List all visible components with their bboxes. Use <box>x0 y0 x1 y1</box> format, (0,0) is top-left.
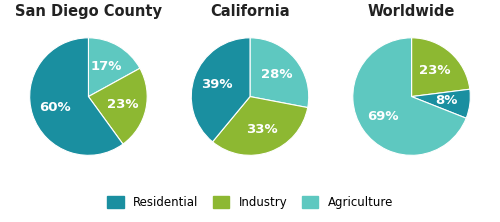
Text: 17%: 17% <box>90 60 122 73</box>
Title: San Diego County: San Diego County <box>15 4 162 19</box>
Text: 60%: 60% <box>39 101 70 114</box>
Text: 28%: 28% <box>262 68 293 81</box>
Wedge shape <box>250 38 308 108</box>
Wedge shape <box>412 38 470 97</box>
Text: 33%: 33% <box>246 123 278 136</box>
Wedge shape <box>88 38 140 97</box>
Wedge shape <box>212 97 308 155</box>
Wedge shape <box>88 68 147 144</box>
Text: 69%: 69% <box>366 110 398 123</box>
Text: 39%: 39% <box>201 78 232 91</box>
Wedge shape <box>30 38 123 155</box>
Text: 8%: 8% <box>436 95 458 107</box>
Text: 23%: 23% <box>419 64 450 77</box>
Text: 23%: 23% <box>107 98 138 111</box>
Legend: Residential, Industry, Agriculture: Residential, Industry, Agriculture <box>102 191 398 214</box>
Title: Worldwide: Worldwide <box>368 4 455 19</box>
Wedge shape <box>192 38 250 142</box>
Title: California: California <box>210 4 290 19</box>
Wedge shape <box>412 89 470 118</box>
Wedge shape <box>353 38 466 155</box>
